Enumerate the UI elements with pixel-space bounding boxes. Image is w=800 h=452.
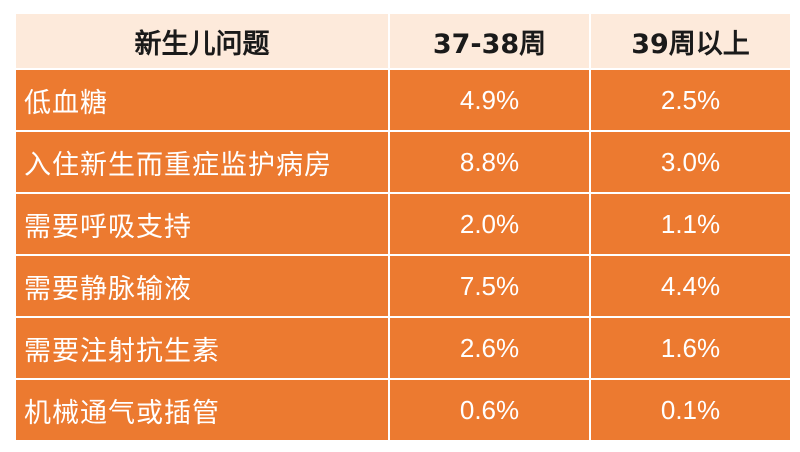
row-label: 需要静脉输液 bbox=[14, 254, 390, 318]
row-label: 入住新生而重症监护病房 bbox=[14, 130, 390, 194]
header-issue: 新生儿问题 bbox=[14, 12, 390, 70]
value-39-plus: 4.4% bbox=[589, 254, 792, 318]
table-row: 机械通气或插管 0.6% 0.1% bbox=[14, 378, 792, 442]
table-row: 入住新生而重症监护病房 8.8% 3.0% bbox=[14, 130, 792, 194]
value-39-plus: 1.6% bbox=[589, 316, 792, 380]
value-37-38: 0.6% bbox=[388, 378, 591, 442]
table-row: 需要静脉输液 7.5% 4.4% bbox=[14, 254, 792, 318]
newborn-issues-table: 新生儿问题 37-38周 39周以上 低血糖 4.9% 2.5% 入住新生而重症… bbox=[14, 12, 792, 442]
table-row: 低血糖 4.9% 2.5% bbox=[14, 68, 792, 132]
row-label: 机械通气或插管 bbox=[14, 378, 390, 442]
table-row: 需要注射抗生素 2.6% 1.6% bbox=[14, 316, 792, 380]
value-39-plus: 2.5% bbox=[589, 68, 792, 132]
header-39-plus-weeks: 39周以上 bbox=[589, 12, 792, 70]
value-39-plus: 0.1% bbox=[589, 378, 792, 442]
value-37-38: 2.0% bbox=[388, 192, 591, 256]
value-39-plus: 3.0% bbox=[589, 130, 792, 194]
comparison-table-container: 新生儿问题 37-38周 39周以上 低血糖 4.9% 2.5% 入住新生而重症… bbox=[14, 12, 792, 442]
header-37-38-weeks: 37-38周 bbox=[388, 12, 591, 70]
row-label: 低血糖 bbox=[14, 68, 390, 132]
value-37-38: 4.9% bbox=[388, 68, 591, 132]
value-37-38: 2.6% bbox=[388, 316, 591, 380]
row-label: 需要呼吸支持 bbox=[14, 192, 390, 256]
table-header-row: 新生儿问题 37-38周 39周以上 bbox=[14, 12, 792, 70]
value-37-38: 7.5% bbox=[388, 254, 591, 318]
table-row: 需要呼吸支持 2.0% 1.1% bbox=[14, 192, 792, 256]
value-39-plus: 1.1% bbox=[589, 192, 792, 256]
value-37-38: 8.8% bbox=[388, 130, 591, 194]
row-label: 需要注射抗生素 bbox=[14, 316, 390, 380]
